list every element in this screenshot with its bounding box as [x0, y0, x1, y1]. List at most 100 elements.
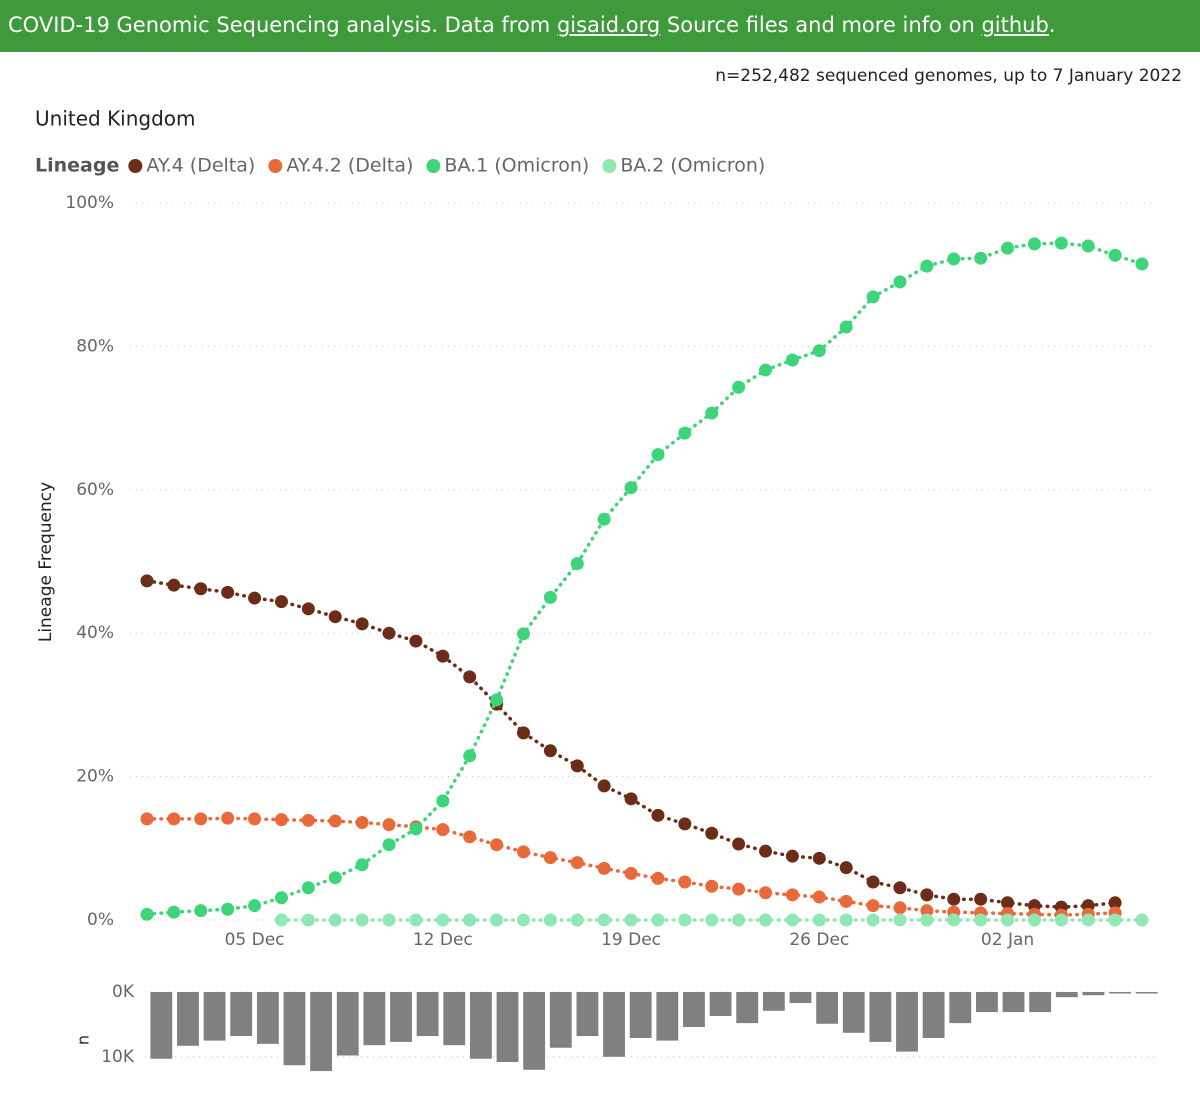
point	[355, 617, 369, 631]
point	[759, 363, 773, 377]
point	[839, 894, 853, 908]
point	[167, 905, 181, 919]
point	[570, 856, 584, 870]
point	[651, 871, 665, 885]
point	[221, 811, 235, 825]
point	[274, 595, 288, 609]
series-line	[145, 241, 1144, 917]
point	[1054, 913, 1068, 927]
point	[328, 913, 342, 927]
point	[947, 892, 961, 906]
point	[1108, 248, 1122, 262]
point	[785, 849, 799, 863]
chart-title: United Kingdom	[35, 107, 196, 131]
point	[893, 901, 907, 915]
point	[490, 913, 504, 927]
point	[382, 913, 396, 927]
point	[812, 344, 826, 358]
bar	[1109, 992, 1131, 994]
point	[436, 649, 450, 663]
point	[328, 610, 342, 624]
point	[355, 858, 369, 872]
point	[194, 904, 208, 918]
point	[274, 813, 288, 827]
x-tick-label: 05 Dec	[225, 930, 285, 950]
point	[785, 888, 799, 902]
point	[328, 814, 342, 828]
point	[759, 886, 773, 900]
point	[1027, 913, 1041, 927]
y-tick-label: 10K	[101, 1047, 135, 1067]
point	[1001, 913, 1015, 927]
point	[382, 626, 396, 640]
point	[1027, 237, 1041, 251]
bar	[869, 992, 892, 1042]
point	[1001, 896, 1015, 910]
y-axis-label: n	[74, 1035, 93, 1045]
point	[705, 879, 719, 893]
x-tick-label: 12 Dec	[413, 930, 473, 950]
point	[812, 913, 826, 927]
legend-marker	[602, 159, 617, 173]
point	[167, 812, 181, 826]
legend-marker	[268, 159, 283, 173]
bar	[1029, 992, 1052, 1013]
point	[1081, 239, 1095, 253]
bar	[1002, 992, 1025, 1013]
point	[732, 380, 746, 394]
link[interactable]: gisaid.org	[556, 13, 661, 37]
point	[570, 913, 584, 927]
point	[409, 913, 423, 927]
point	[409, 634, 423, 648]
point	[543, 744, 557, 758]
x-tick-label: 19 Dec	[601, 930, 661, 950]
bar	[363, 992, 386, 1046]
point	[463, 670, 477, 684]
bar	[496, 992, 519, 1062]
point	[597, 512, 611, 526]
point	[463, 830, 477, 844]
point	[597, 779, 611, 793]
point	[221, 902, 235, 916]
point	[732, 882, 746, 896]
point	[597, 861, 611, 875]
bar	[177, 992, 199, 1046]
point	[705, 913, 719, 927]
series-line	[145, 579, 1117, 909]
bar	[709, 992, 732, 1016]
bar	[443, 992, 466, 1046]
point	[974, 913, 988, 927]
point	[301, 881, 315, 895]
link[interactable]: github	[981, 13, 1049, 37]
y-tick-label: 20%	[76, 767, 114, 787]
point	[651, 808, 665, 822]
point	[705, 406, 719, 420]
point	[221, 585, 235, 599]
bar	[922, 992, 945, 1039]
bar	[256, 992, 279, 1044]
point	[382, 838, 396, 852]
bar	[576, 992, 599, 1037]
point	[839, 861, 853, 875]
point	[570, 759, 584, 773]
y-tick-label: 80%	[76, 336, 114, 356]
bar	[896, 992, 918, 1052]
point	[1081, 913, 1095, 927]
bar	[629, 992, 652, 1039]
subtitle: n=252,482 sequenced genomes, up to 7 Jan…	[715, 66, 1182, 86]
point	[516, 913, 530, 927]
bar	[336, 992, 359, 1056]
point	[678, 817, 692, 831]
x-tick-label: 02 Jan	[981, 930, 1034, 950]
point	[651, 913, 665, 927]
point	[759, 844, 773, 858]
point	[785, 913, 799, 927]
point	[436, 823, 450, 837]
point	[624, 792, 638, 806]
point	[974, 892, 988, 906]
point	[301, 813, 315, 827]
bar	[603, 992, 625, 1057]
bar	[416, 992, 439, 1037]
